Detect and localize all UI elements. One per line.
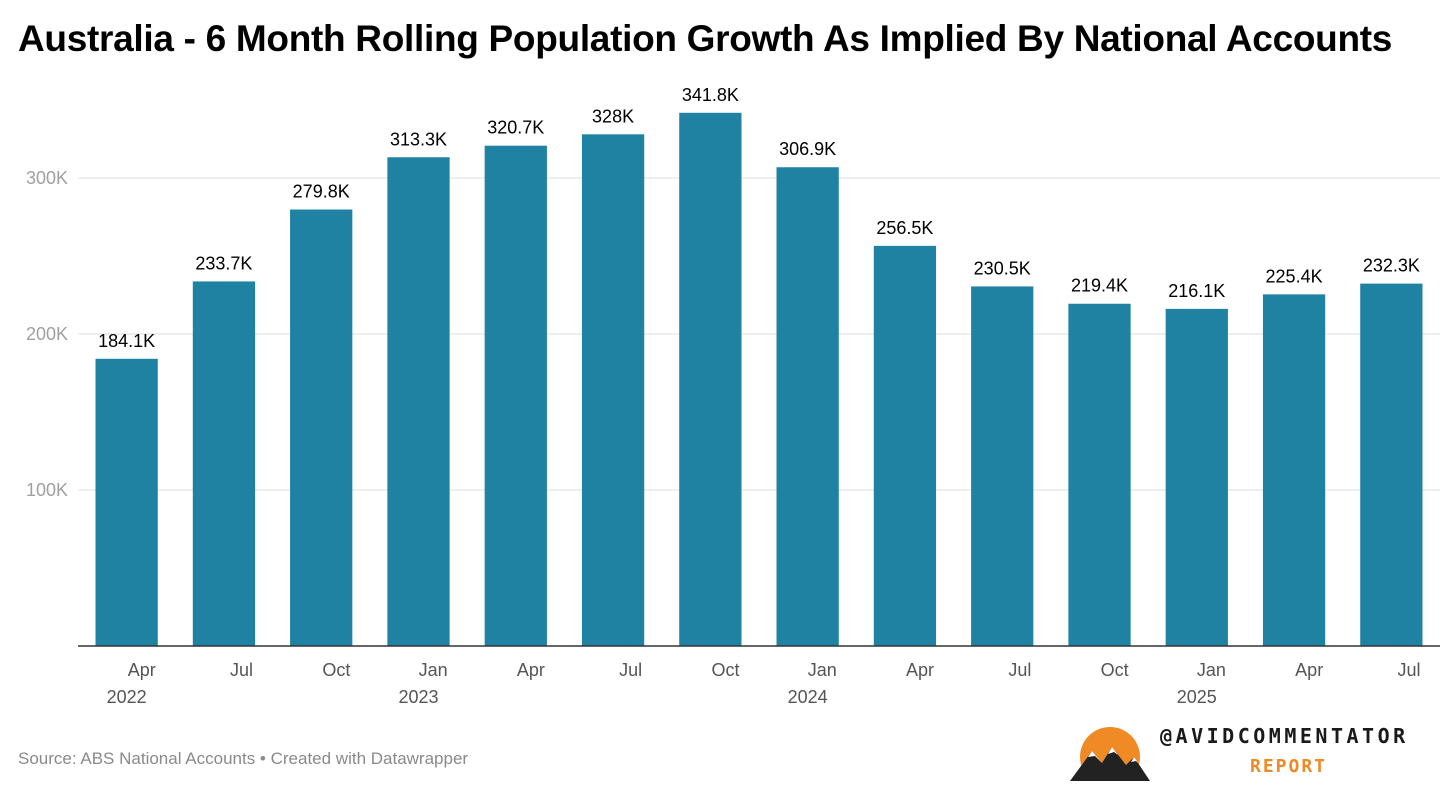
y-tick-label: 200K [26, 324, 68, 344]
bar [679, 112, 742, 647]
bar [581, 134, 645, 646]
brand-subtitle: REPORT [1250, 756, 1328, 777]
data-label: 219.4K [1071, 276, 1128, 296]
x-tick-label: Apr [1295, 660, 1323, 680]
x-tick-label: Oct [322, 660, 350, 680]
x-tick-label: Jan [419, 660, 448, 680]
bar [1068, 303, 1131, 646]
data-label: 306.9K [779, 139, 836, 159]
data-label: 279.8K [293, 182, 350, 202]
y-tick-label: 100K [26, 480, 68, 500]
data-label: 225.4K [1266, 266, 1323, 286]
bar [873, 245, 937, 647]
bar [776, 167, 839, 646]
data-label: 232.3K [1363, 256, 1420, 276]
data-label: 320.7K [487, 118, 544, 138]
x-tick-label: Apr [906, 660, 934, 680]
data-label: 233.7K [195, 253, 252, 273]
x-year-label: 2023 [398, 687, 438, 707]
x-tick-label: Apr [517, 660, 545, 680]
x-tick-label: Oct [1101, 660, 1129, 680]
data-label: 230.5K [974, 258, 1031, 278]
x-year-label: 2022 [107, 687, 147, 707]
data-label: 328K [592, 106, 634, 126]
bar [192, 281, 256, 646]
x-year-label: 2025 [1177, 687, 1217, 707]
data-label: 216.1K [1168, 281, 1225, 301]
bar [971, 286, 1034, 646]
brand-block: @AVIDCOMMENTATOR REPORT [1064, 720, 1449, 785]
data-label: 313.3K [390, 129, 447, 149]
chart-title: Australia - 6 Month Rolling Population G… [18, 18, 1393, 59]
data-label: 184.1K [98, 331, 155, 351]
x-tick-label: Apr [128, 660, 156, 680]
x-tick-label: Jul [1397, 660, 1420, 680]
bar [290, 209, 353, 646]
bar [1262, 294, 1326, 646]
mountain-sun-logo-icon [1068, 727, 1152, 783]
bar [95, 358, 158, 646]
x-tick-label: Jul [1008, 660, 1031, 680]
data-label: 341.8K [682, 85, 739, 105]
x-year-label: 2024 [788, 687, 828, 707]
brand-name: @AVIDCOMMENTATOR [1160, 724, 1409, 748]
x-tick-label: Oct [711, 660, 739, 680]
bar [1165, 308, 1228, 646]
x-tick-label: Jul [230, 660, 253, 680]
x-tick-label: Jan [808, 660, 837, 680]
bar [387, 157, 450, 646]
bar [1360, 283, 1423, 646]
y-tick-label: 300K [26, 168, 68, 188]
x-tick-label: Jan [1197, 660, 1226, 680]
bar [484, 145, 547, 646]
data-label: 256.5K [876, 218, 933, 238]
bar-chart: 100K 200K 300K 184.1K Apr 2022 233.7K Jul 279.8K… [26, 85, 1440, 707]
source-note: Source: ABS National Accounts • Created … [18, 749, 469, 768]
x-tick-label: Jul [619, 660, 642, 680]
